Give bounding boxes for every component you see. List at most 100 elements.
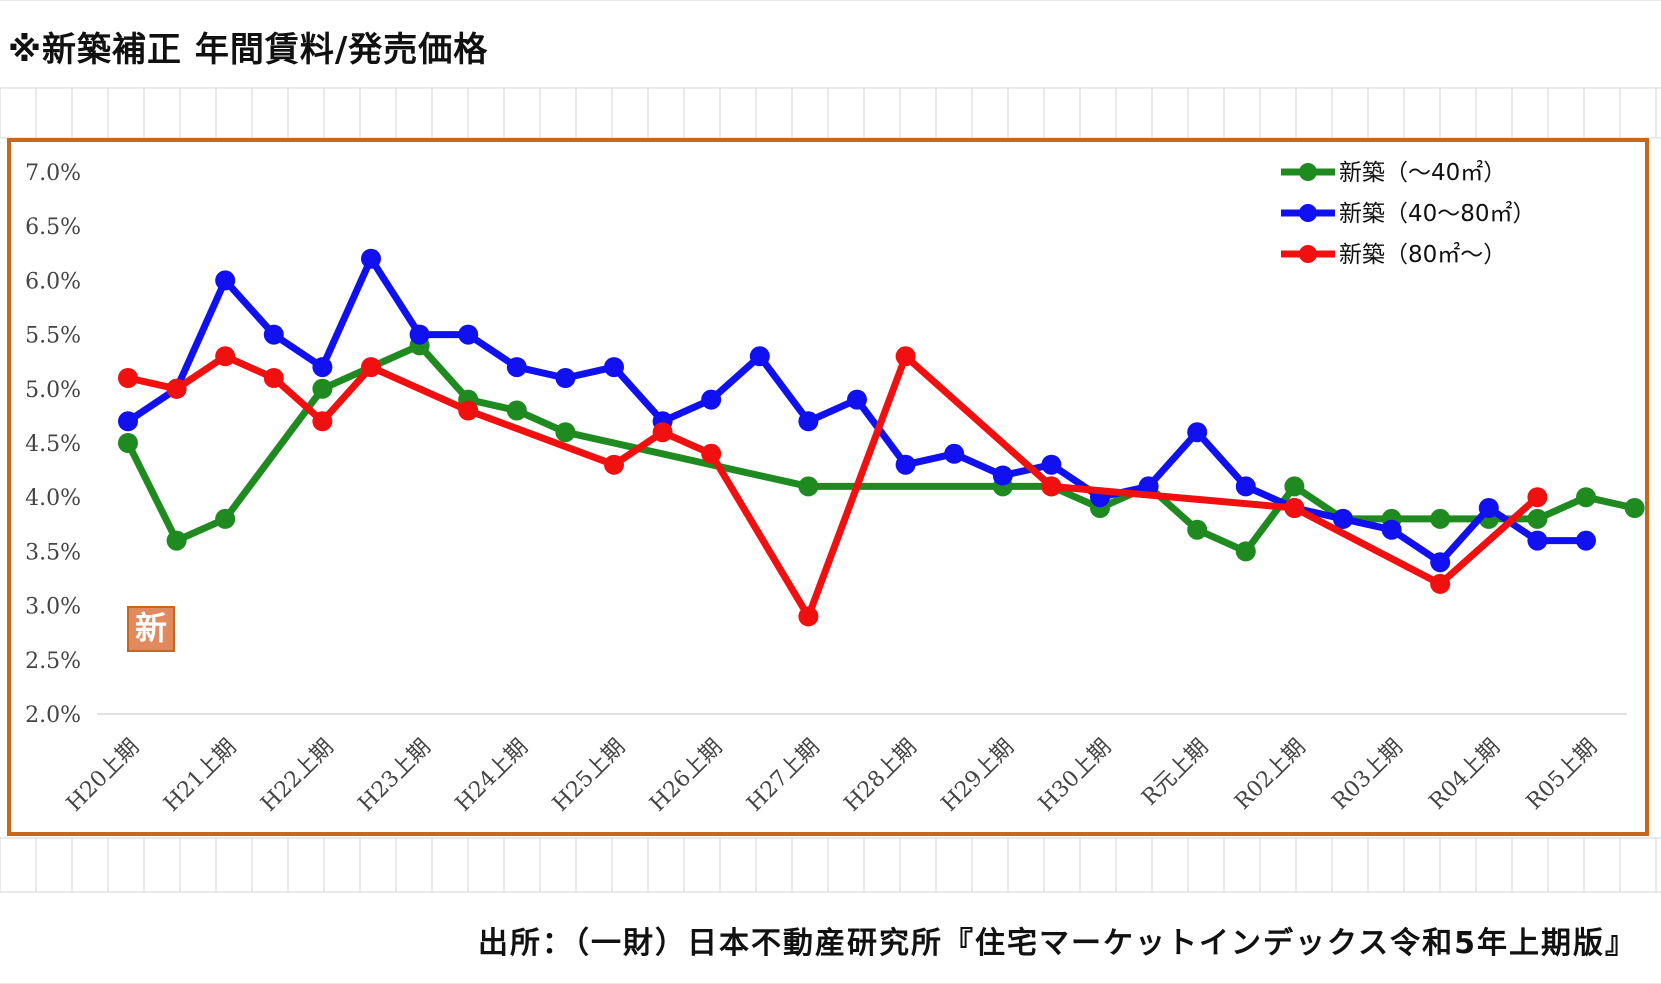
- data-point: [215, 270, 236, 291]
- data-point: [506, 400, 527, 421]
- y-tick-label: 3.5%: [25, 540, 81, 565]
- data-point: [749, 346, 770, 367]
- data-point: [555, 422, 576, 443]
- series-3: [118, 346, 1548, 627]
- data-point: [1430, 508, 1451, 529]
- data-point: [312, 378, 333, 399]
- data-point: [652, 422, 673, 443]
- y-tick-label: 5.0%: [25, 378, 81, 403]
- series-2: [118, 248, 1596, 573]
- data-point: [118, 368, 138, 388]
- legend-label: 新築（～40㎡）: [1339, 160, 1506, 186]
- x-tick-label: H24上期: [451, 735, 533, 817]
- x-tick-label: R05上期: [1522, 735, 1602, 815]
- data-point: [701, 443, 722, 464]
- x-tick-label: R元上期: [1137, 735, 1213, 811]
- data-point: [604, 357, 624, 378]
- x-tick-label: H26上期: [645, 735, 727, 817]
- data-point: [1430, 552, 1451, 573]
- data-point: [312, 357, 333, 378]
- data-point: [1430, 573, 1451, 594]
- y-tick-label: 3.0%: [25, 595, 81, 620]
- data-point: [458, 400, 479, 421]
- data-point: [1576, 530, 1596, 551]
- data-point: [1284, 498, 1305, 518]
- y-tick-label: 4.0%: [25, 486, 81, 511]
- data-point: [1478, 498, 1499, 518]
- data-point: [458, 324, 479, 345]
- x-tick-label: H25上期: [548, 735, 630, 817]
- data-point: [1187, 422, 1208, 443]
- data-point: [1187, 519, 1208, 540]
- data-point: [361, 248, 381, 269]
- data-point: [1284, 476, 1305, 497]
- data-point: [1235, 476, 1256, 497]
- data-point: [1333, 508, 1353, 529]
- data-point: [944, 443, 965, 464]
- data-point: [798, 606, 819, 627]
- data-point: [1624, 498, 1645, 518]
- legend-marker: [1299, 245, 1317, 263]
- y-tick-label: 6.0%: [25, 269, 81, 294]
- new-stamp-icon: 新: [127, 606, 175, 652]
- data-point: [1527, 508, 1548, 529]
- series-line: [124, 341, 1639, 555]
- series-1: [118, 335, 1645, 562]
- data-point: [215, 508, 236, 529]
- data-point: [555, 368, 576, 388]
- data-point: [118, 433, 138, 453]
- data-point: [263, 368, 284, 388]
- data-point: [1235, 541, 1256, 562]
- data-point: [1527, 487, 1548, 508]
- legend-label: 新築（40～80㎡）: [1339, 201, 1536, 227]
- y-tick-label: 2.5%: [25, 649, 81, 674]
- x-tick-label: H29上期: [937, 735, 1019, 817]
- x-tick-label: H20上期: [62, 735, 144, 817]
- y-tick-label: 4.5%: [25, 432, 81, 457]
- data-point: [312, 411, 333, 432]
- legend-entry: 新築（80㎡～）: [1281, 242, 1506, 268]
- source-note: 出所：（一財）日本不動産研究所『住宅マーケットインデックス令和5年上期版』: [478, 926, 1637, 961]
- data-point: [992, 465, 1013, 486]
- x-tick-label: H22上期: [256, 735, 338, 817]
- x-tick-label: R02上期: [1230, 735, 1310, 815]
- y-tick-label: 2.0%: [25, 703, 81, 728]
- legend-entry: 新築（40～80㎡）: [1281, 201, 1536, 227]
- data-point: [1527, 530, 1548, 551]
- page-title: ※新築補正 年間賃料/発売価格: [8, 30, 489, 70]
- y-tick-label: 6.5%: [25, 215, 81, 240]
- data-point: [166, 530, 187, 551]
- x-tick-label: R04上期: [1425, 735, 1505, 815]
- data-point: [263, 324, 284, 345]
- data-point: [409, 324, 430, 345]
- x-tick-label: H23上期: [354, 735, 436, 817]
- x-tick-label: H28上期: [840, 735, 922, 817]
- data-point: [118, 411, 138, 432]
- x-tick-label: H30上期: [1034, 735, 1116, 817]
- y-tick-label: 5.5%: [25, 324, 81, 349]
- line-chart: 7.0% 6.5% 6.0% 5.5% 5.0% 4.5% 4.0% 3.5% 3.0% 2.5%…: [25, 160, 1645, 817]
- data-point: [798, 411, 819, 432]
- chart-frame: 7.0% 6.5% 6.0% 5.5% 5.0% 4.5% 4.0% 3.5% 3.0% 2.5%…: [7, 138, 1649, 836]
- legend-entry: 新築（～40㎡）: [1281, 160, 1506, 186]
- legend-marker: [1299, 204, 1317, 222]
- data-point: [604, 454, 624, 475]
- data-point: [1041, 454, 1062, 475]
- data-point: [361, 357, 381, 378]
- x-tick-label: H21上期: [159, 735, 241, 817]
- legend-label: 新築（80㎡～）: [1339, 242, 1506, 268]
- data-point: [895, 454, 916, 475]
- data-point: [798, 476, 819, 497]
- y-tick-label: 7.0%: [25, 161, 81, 186]
- series-line: [124, 352, 1541, 620]
- data-point: [215, 346, 236, 367]
- x-tick-label: R03上期: [1328, 735, 1408, 815]
- data-point: [1381, 519, 1402, 540]
- data-point: [1576, 487, 1596, 508]
- data-point: [1041, 476, 1062, 497]
- data-point: [701, 389, 722, 410]
- data-point: [895, 346, 916, 367]
- x-tick-label: H27上期: [742, 735, 824, 817]
- data-point: [166, 378, 187, 399]
- data-point: [506, 357, 527, 378]
